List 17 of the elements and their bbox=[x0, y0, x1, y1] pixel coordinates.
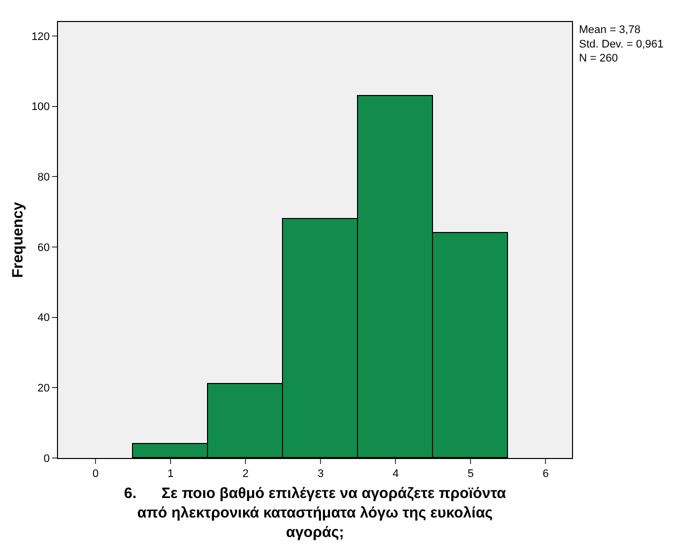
x-tick-label: 4 bbox=[392, 468, 399, 480]
y-tick-label: 0 bbox=[44, 452, 50, 465]
y-tick-label: 80 bbox=[38, 172, 50, 184]
x-tick-label: 3 bbox=[318, 468, 324, 480]
y-tick-label: 20 bbox=[38, 382, 50, 395]
x-tick-label: 0 bbox=[92, 468, 99, 480]
y-tick-label: 60 bbox=[38, 242, 50, 254]
x-tick-label: 1 bbox=[167, 468, 174, 480]
y-tick-label: 120 bbox=[31, 30, 50, 43]
y-tick-label: 100 bbox=[31, 101, 50, 114]
y-tick-label: 40 bbox=[38, 312, 50, 324]
x-tick-label: 2 bbox=[242, 468, 249, 480]
x-axis-title: 6. Σε ποιο βαθμό επιλέγετε να αγοράζετε προϊόντα από ηλεκτρονικά καταστήματα λόγω της ευκολίας αγοράς; bbox=[124, 485, 507, 542]
y-axis-title: Frequency bbox=[10, 201, 27, 278]
x-tick-label: 5 bbox=[468, 468, 474, 480]
x-tick-label: 6 bbox=[542, 468, 549, 480]
text: Mean = 3,78 Std. Dev. = 0,961 N = 260 bbox=[579, 24, 664, 65]
